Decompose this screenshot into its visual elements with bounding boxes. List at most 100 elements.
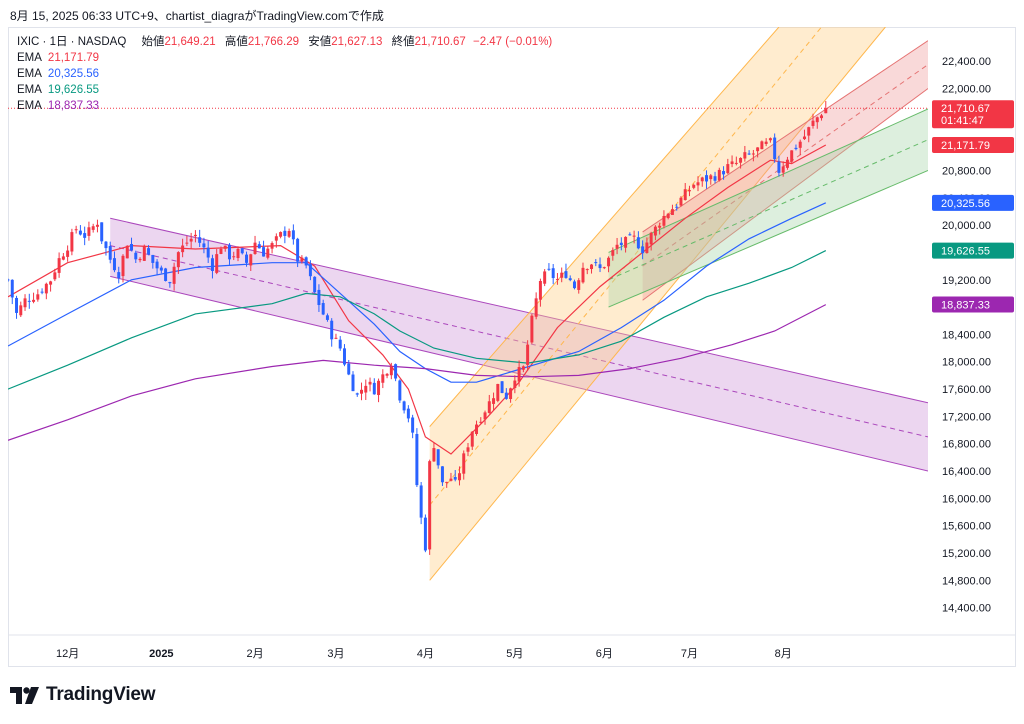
candle[interactable] — [176, 251, 180, 274]
candle[interactable] — [722, 166, 726, 180]
candle[interactable] — [274, 233, 278, 248]
candle[interactable] — [91, 223, 95, 233]
candle[interactable] — [798, 139, 802, 156]
candle[interactable] — [777, 155, 781, 177]
candle[interactable] — [304, 256, 308, 269]
candle[interactable] — [61, 253, 65, 261]
candle[interactable] — [296, 237, 300, 268]
candle[interactable] — [104, 240, 108, 256]
candle[interactable] — [364, 379, 368, 400]
candle[interactable] — [368, 377, 372, 392]
candle[interactable] — [257, 241, 261, 249]
candle[interactable] — [125, 245, 129, 259]
candle[interactable] — [700, 176, 704, 187]
candle[interactable] — [121, 254, 125, 283]
candle[interactable] — [577, 278, 581, 294]
candle[interactable] — [445, 481, 449, 488]
candle[interactable] — [449, 472, 453, 482]
candle[interactable] — [611, 247, 615, 261]
price-badge[interactable]: 21,171.79 — [932, 137, 1014, 154]
candle[interactable] — [820, 113, 824, 121]
candle[interactable] — [705, 170, 709, 189]
candle[interactable] — [351, 371, 355, 392]
candle[interactable] — [168, 281, 172, 288]
candle[interactable] — [790, 150, 794, 164]
symbol-label[interactable]: IXIC · 1日 · NASDAQ — [17, 36, 127, 48]
candle[interactable] — [385, 372, 389, 379]
ema-line-1[interactable] — [8, 202, 827, 383]
candle[interactable] — [709, 173, 713, 185]
candle[interactable] — [134, 250, 138, 264]
candle[interactable] — [266, 246, 270, 260]
candle[interactable] — [492, 392, 496, 411]
candle[interactable] — [619, 237, 623, 251]
candle[interactable] — [649, 231, 653, 251]
candle[interactable] — [164, 267, 168, 282]
candle[interactable] — [117, 266, 121, 284]
candle[interactable] — [406, 405, 410, 423]
candle[interactable] — [389, 362, 393, 380]
candle[interactable] — [428, 459, 432, 555]
candle[interactable] — [598, 257, 602, 273]
candle[interactable] — [521, 365, 525, 373]
candle[interactable] — [760, 140, 764, 150]
candle[interactable] — [564, 263, 568, 279]
candle[interactable] — [624, 236, 628, 253]
ema-legend-row[interactable]: EMA 20,325.56 — [17, 66, 552, 82]
candle[interactable] — [551, 264, 555, 285]
candle[interactable] — [670, 204, 674, 215]
candle[interactable] — [692, 183, 696, 190]
candle[interactable] — [394, 363, 398, 382]
candle[interactable] — [108, 241, 112, 264]
candle[interactable] — [381, 369, 385, 389]
candle[interactable] — [764, 138, 768, 147]
candle[interactable] — [206, 241, 210, 263]
candle[interactable] — [142, 244, 146, 261]
candle[interactable] — [321, 299, 325, 316]
candle[interactable] — [402, 400, 406, 414]
price-badge[interactable]: 18,837.33 — [932, 296, 1014, 313]
candle[interactable] — [78, 225, 82, 236]
candle[interactable] — [147, 245, 151, 256]
candle[interactable] — [568, 275, 572, 282]
candle[interactable] — [27, 293, 31, 309]
candle[interactable] — [743, 145, 747, 162]
candle[interactable] — [483, 410, 487, 425]
candle[interactable] — [615, 237, 619, 255]
candle[interactable] — [496, 383, 500, 403]
candle[interactable] — [287, 228, 291, 238]
candle[interactable] — [338, 336, 342, 351]
candle[interactable] — [138, 257, 142, 263]
candle[interactable] — [342, 344, 346, 367]
candle[interactable] — [768, 137, 772, 143]
candle[interactable] — [658, 222, 662, 235]
candle[interactable] — [436, 449, 440, 469]
ema-line-2[interactable] — [8, 250, 827, 390]
candle[interactable] — [440, 466, 444, 486]
ema-legend-row[interactable]: EMA 21,171.79 — [17, 50, 552, 66]
candle[interactable] — [453, 470, 457, 482]
candle[interactable] — [360, 382, 364, 401]
candle[interactable] — [40, 288, 44, 295]
candle[interactable] — [607, 256, 611, 273]
candle[interactable] — [19, 301, 23, 318]
candle[interactable] — [683, 183, 687, 201]
candle[interactable] — [210, 254, 214, 279]
candle[interactable] — [398, 379, 402, 403]
candle[interactable] — [87, 221, 91, 241]
candle[interactable] — [172, 262, 176, 291]
candle[interactable] — [466, 443, 470, 457]
candle[interactable] — [717, 167, 721, 182]
channel-red-ascending[interactable] — [642, 40, 928, 301]
candle[interactable] — [581, 262, 585, 284]
candle[interactable] — [283, 226, 287, 244]
candle[interactable] — [781, 161, 785, 177]
candle[interactable] — [747, 150, 751, 156]
candle[interactable] — [223, 245, 227, 252]
tradingview-logo[interactable]: TradingView — [10, 684, 156, 706]
candle[interactable] — [300, 255, 304, 264]
candle[interactable] — [824, 100, 828, 114]
candle[interactable] — [100, 222, 104, 245]
candle[interactable] — [602, 266, 606, 270]
